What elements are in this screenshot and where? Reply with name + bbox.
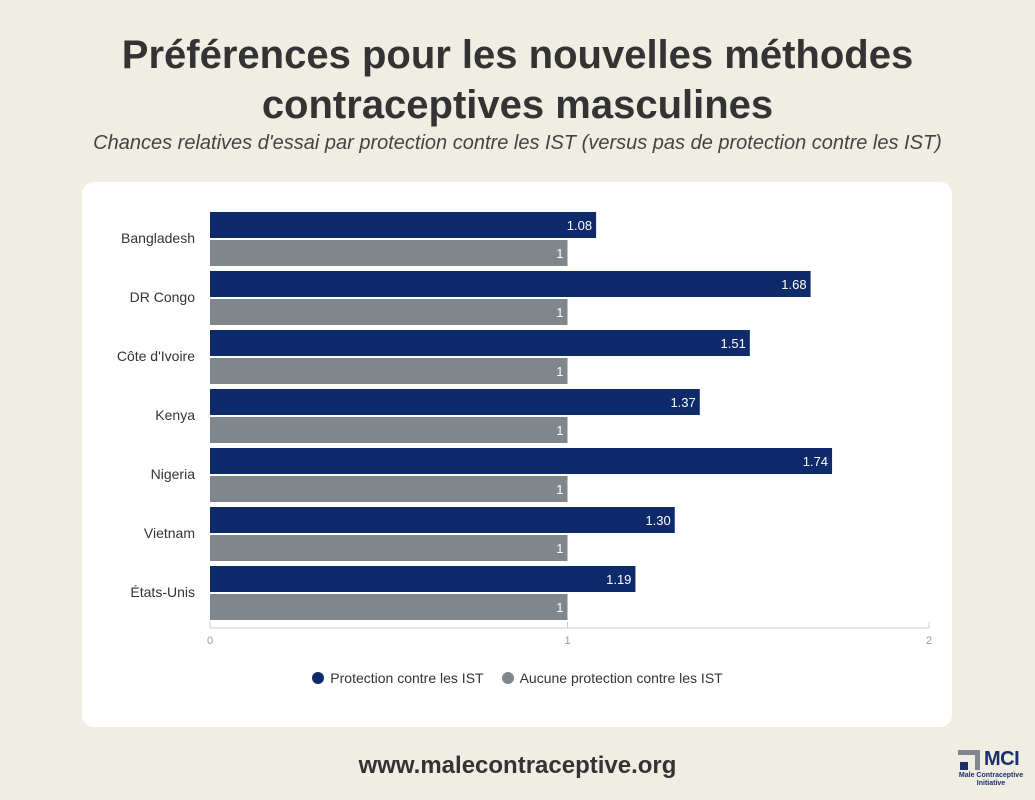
data-label-protection-6: 1.19 (606, 572, 631, 587)
x-tick-label-1: 1 (564, 635, 570, 647)
x-tick-label-0: 0 (207, 635, 213, 647)
data-label-protection-2: 1.51 (721, 336, 746, 351)
category-label-5: Vietnam (144, 525, 195, 541)
mci-logo: MCI Male Contraceptive Initiative (956, 748, 1026, 792)
category-label-4: Nigeria (151, 466, 196, 482)
data-label-protection-4: 1.74 (803, 454, 828, 469)
legend-item-no-protection[interactable]: Aucune protection contre les IST (501, 670, 723, 686)
data-label-protection-5: 1.30 (645, 513, 670, 528)
bar-protection-5[interactable] (210, 507, 675, 533)
bar-no-protection-3[interactable] (210, 417, 568, 443)
legend-swatch-no-protection (501, 672, 514, 684)
category-label-1: DR Congo (130, 289, 196, 305)
data-label-no-protection-3: 1 (556, 423, 563, 438)
category-label-6: États-Unis (130, 584, 195, 600)
bar-protection-0[interactable] (210, 212, 597, 238)
logo-text: MCI (984, 748, 1020, 770)
bar-protection-6[interactable] (210, 566, 636, 592)
chart-title: Préférences pour les nouvelles méthodes … (121, 33, 914, 127)
bar-no-protection-0[interactable] (210, 240, 568, 266)
logo-subtext: Male Contraceptive Initiative (958, 772, 1024, 787)
chart-legend: Protection contre les IST Aucune protect… (0, 670, 1035, 686)
data-label-no-protection-2: 1 (556, 364, 563, 379)
bar-no-protection-4[interactable] (210, 476, 568, 502)
bar-protection-4[interactable] (210, 448, 833, 474)
data-label-no-protection-6: 1 (556, 600, 563, 615)
data-label-no-protection-5: 1 (556, 541, 563, 556)
data-label-protection-3: 1.37 (670, 395, 695, 410)
bar-protection-1[interactable] (210, 271, 811, 297)
bar-no-protection-2[interactable] (210, 358, 568, 384)
data-label-protection-0: 1.08 (567, 218, 592, 233)
bar-protection-2[interactable] (210, 330, 750, 356)
legend-item-protection[interactable]: Protection contre les IST (312, 670, 484, 686)
data-label-protection-1: 1.68 (781, 277, 806, 292)
mci-logo-mark-icon (958, 750, 980, 770)
website-url[interactable]: www.malecontraceptive.org (358, 752, 677, 779)
category-label-0: Bangladesh (121, 230, 195, 246)
data-label-no-protection-0: 1 (556, 246, 563, 261)
bar-protection-3[interactable] (210, 389, 700, 415)
data-label-no-protection-4: 1 (556, 482, 563, 497)
bar-no-protection-1[interactable] (210, 299, 568, 325)
bar-no-protection-6[interactable] (210, 594, 568, 620)
category-label-2: Côte d'Ivoire (117, 348, 195, 364)
legend-label-no-protection: Aucune protection contre les IST (519, 670, 723, 686)
category-label-3: Kenya (155, 407, 195, 423)
legend-label-protection: Protection contre les IST (330, 670, 484, 686)
data-label-no-protection-1: 1 (556, 305, 563, 320)
bar-no-protection-5[interactable] (210, 535, 568, 561)
legend-swatch-protection (312, 672, 325, 684)
x-tick-label-2: 2 (926, 635, 932, 647)
chart-subtitle: Chances relatives d'essai par protection… (93, 132, 942, 154)
